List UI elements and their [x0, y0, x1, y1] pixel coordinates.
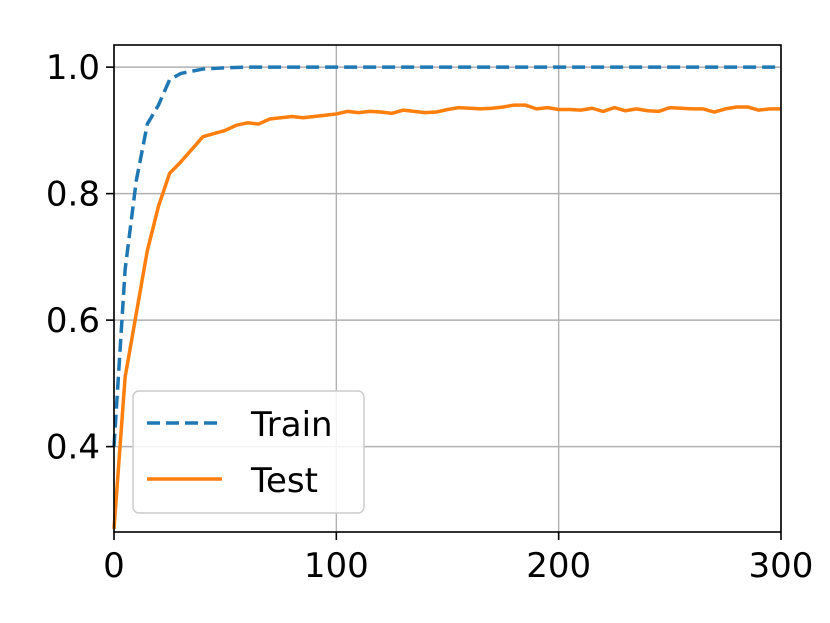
- plot-frame: [113, 44, 782, 533]
- legend: Train Test: [132, 390, 365, 514]
- legend-label-train: Train: [250, 405, 333, 445]
- x-tick-label: 200: [526, 546, 591, 586]
- x-tick-label: 100: [304, 546, 369, 586]
- y-tick-label: 0.8: [46, 175, 100, 215]
- series-line-train: [112, 65, 781, 447]
- series-layer: [112, 65, 781, 529]
- x-tick-label: 0: [103, 546, 125, 586]
- legend-label-test: Test: [250, 461, 318, 501]
- axis-ticks: 0 100 200 300 0.4 0.6 0.8 1.0: [46, 48, 814, 586]
- y-tick-label: 0.4: [46, 428, 100, 468]
- y-tick-label: 0.6: [46, 301, 100, 341]
- series-line-test: [112, 103, 781, 529]
- x-tick-label: 300: [749, 546, 814, 586]
- y-tick-label: 1.0: [46, 48, 100, 88]
